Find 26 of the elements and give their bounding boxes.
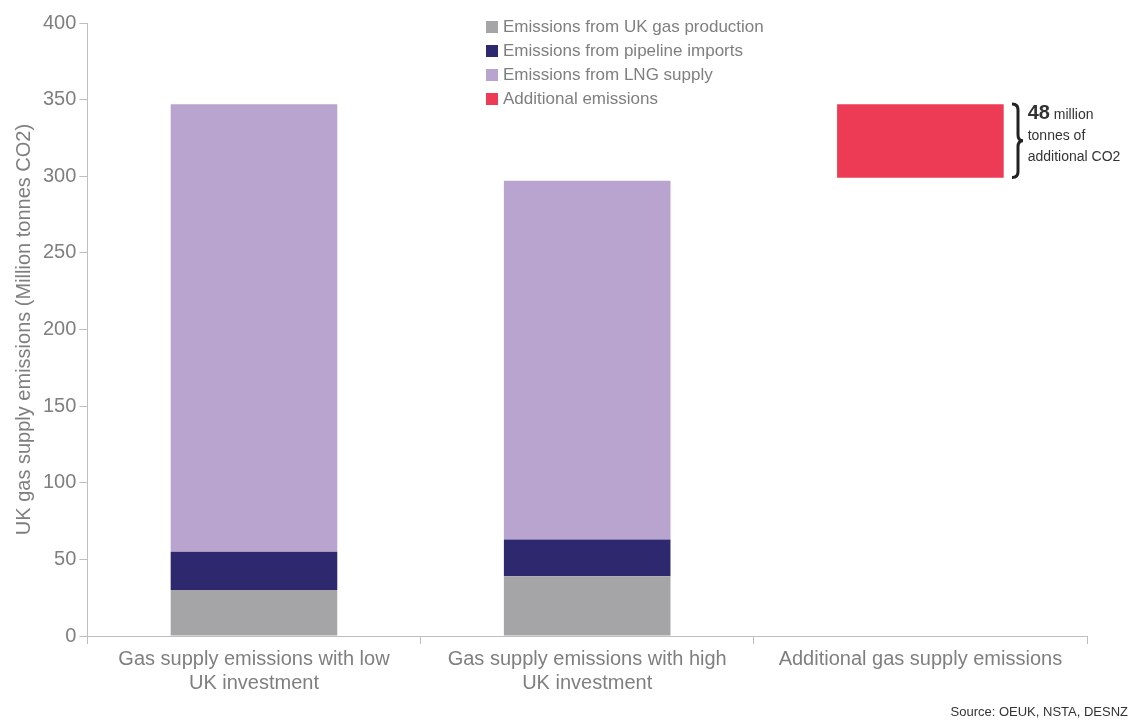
legend-label: Emissions from pipeline imports <box>503 40 743 62</box>
y-tick-label: 200 <box>42 317 77 340</box>
y-tick-label: 400 <box>42 10 77 33</box>
legend-label: Emissions from LNG supply <box>503 64 713 86</box>
legend-label: Additional emissions <box>503 88 658 110</box>
y-tick-label: 300 <box>42 163 77 186</box>
bar <box>170 551 338 591</box>
y-tick-label: 250 <box>42 240 77 263</box>
bar <box>170 104 338 552</box>
bar <box>503 576 671 636</box>
bar <box>170 590 338 636</box>
x-tick-label: Gas supply emissions with high UK investment <box>447 646 727 693</box>
y-tick-label: 100 <box>42 470 77 493</box>
x-tick-label: Gas supply emissions with low UK investment <box>118 646 391 693</box>
bar <box>837 104 1004 178</box>
bar <box>503 539 671 577</box>
legend-label: Emissions from UK gas production <box>503 16 764 38</box>
annotation: 48 million tonnes of additional CO2 <box>1027 101 1122 167</box>
x-tick-label: Additional gas supply emissions <box>778 646 1063 669</box>
source-note: Source: OEUK, NSTA, DESNZ <box>950 704 1128 719</box>
y-tick-label: 150 <box>42 393 77 416</box>
y-tick-label: 350 <box>42 87 77 110</box>
y-tick-label: 0 <box>65 623 77 646</box>
bar <box>503 180 671 540</box>
y-tick-label: 50 <box>54 546 77 569</box>
y-axis-title: UK gas supply emissions (Million tonnes CO2) <box>11 123 34 536</box>
